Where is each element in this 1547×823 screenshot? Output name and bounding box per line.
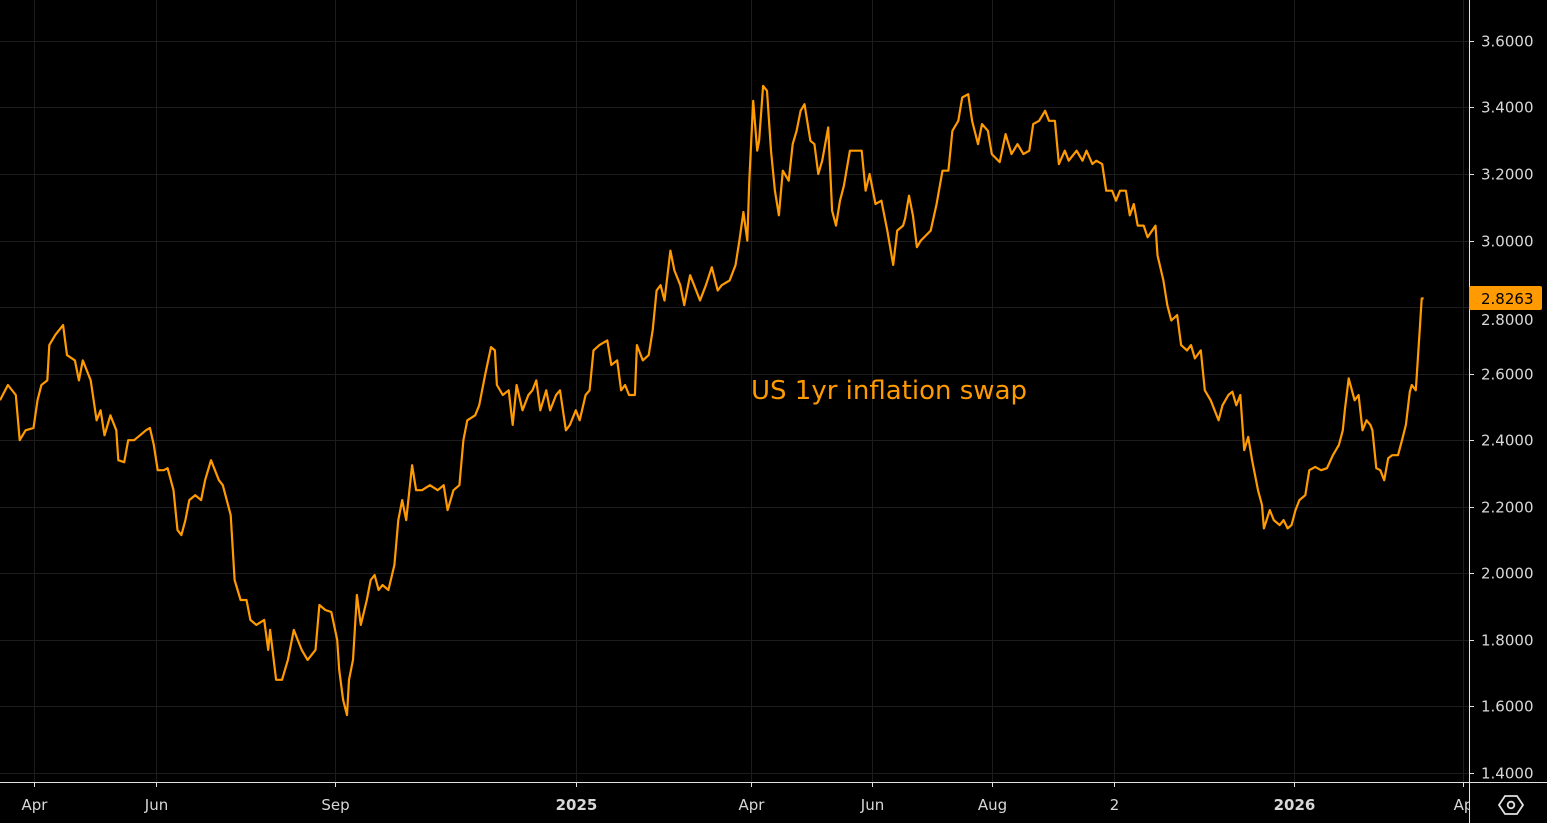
x-tick-label: Sep <box>321 796 349 814</box>
y-tick-label: 2.8000 <box>1481 311 1534 329</box>
y-tick-label: 2.4000 <box>1481 432 1534 450</box>
y-tick-label: 3.6000 <box>1481 33 1534 51</box>
series-line-us-1yr-inflation-swap <box>0 84 1424 717</box>
x-tick-label: Apr <box>739 796 766 814</box>
x-tick-label: Jun <box>144 796 168 814</box>
x-tick-label: Aug <box>978 796 1007 814</box>
x-tick-label: 2026 <box>1274 796 1316 814</box>
y-tick-label: 1.4000 <box>1481 765 1534 783</box>
x-tick-label: Jun <box>860 796 884 814</box>
last-value-label: 2.8263 <box>1481 290 1534 308</box>
y-tick-label: 2.2000 <box>1481 499 1534 517</box>
y-tick-label: 1.6000 <box>1481 698 1534 716</box>
chart-settings-icon[interactable] <box>1498 792 1524 818</box>
x-tick-label: 2 <box>1110 796 1120 814</box>
x-tick-label: Ap <box>1454 796 1474 814</box>
y-tick-label: 2.0000 <box>1481 565 1534 583</box>
last-value-badge-bg <box>1469 286 1542 310</box>
y-tick-label: 3.0000 <box>1481 233 1534 251</box>
chart-annotation: US 1yr inflation swap <box>751 376 1027 406</box>
y-tick-label: 3.2000 <box>1481 166 1534 184</box>
y-tick-label: 1.8000 <box>1481 632 1534 650</box>
x-tick-label: Apr <box>22 796 49 814</box>
y-tick-label: 2.6000 <box>1481 366 1534 384</box>
last-value-badge: 2.8263 <box>1469 286 1542 310</box>
y-tick-label: 3.4000 <box>1481 99 1534 117</box>
x-tick-label: 2025 <box>556 796 598 814</box>
